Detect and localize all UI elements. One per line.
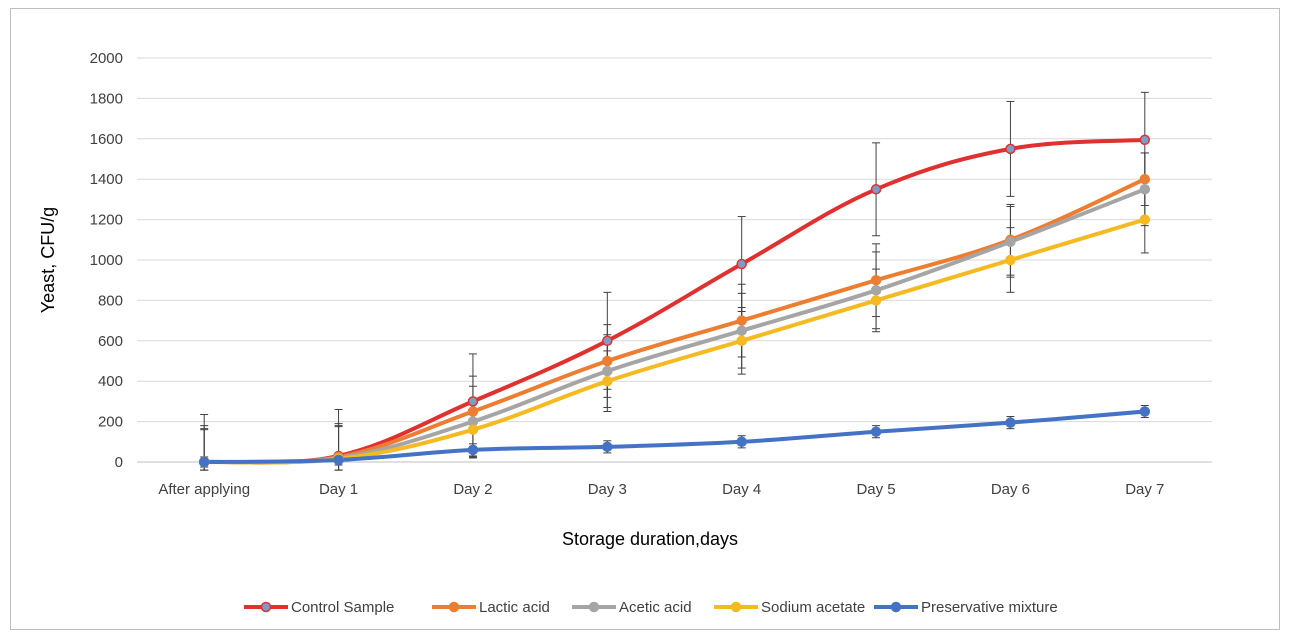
y-tick-label: 1000 — [90, 252, 123, 269]
data-point — [736, 258, 747, 270]
data-point — [870, 184, 882, 195]
data-point — [870, 274, 882, 286]
y-tick-label: 1400 — [90, 171, 123, 188]
data-point — [467, 444, 479, 456]
legend-marker — [448, 601, 460, 613]
data-point — [333, 454, 344, 466]
y-tick-label: 1200 — [90, 212, 123, 229]
data-point — [1139, 184, 1151, 195]
data-point — [602, 365, 613, 377]
data-point — [1005, 417, 1016, 428]
x-tick-label: Day 1 — [319, 481, 358, 498]
y-axis-title: Yeast, CFU/g — [38, 207, 58, 313]
x-tick-label: Day 7 — [1125, 481, 1164, 498]
data-point — [467, 406, 479, 417]
data-point — [1005, 236, 1016, 248]
x-tick-label: After applying — [158, 481, 250, 498]
gridlines — [137, 57, 1212, 463]
data-point — [1139, 214, 1151, 225]
data-point — [870, 285, 882, 296]
x-tick-label: Day 6 — [991, 481, 1030, 498]
data-point — [1139, 134, 1151, 146]
y-tick-label: 200 — [98, 414, 123, 431]
legend-item: Acetic acid — [572, 599, 692, 616]
data-point — [467, 396, 479, 407]
y-axis-ticks: 0 200 400 600 800 1000 1200 1400 1600 1800 2000 — [90, 50, 123, 471]
y-tick-label: 2000 — [90, 50, 123, 67]
legend-marker — [588, 601, 600, 613]
data-point — [467, 424, 479, 435]
data-point — [736, 335, 747, 347]
data-point — [736, 436, 747, 448]
series-line — [202, 409, 1147, 464]
y-tick-label: 1600 — [90, 131, 123, 148]
legend-marker — [730, 601, 742, 613]
data-point — [1139, 173, 1151, 185]
series-line — [202, 177, 1147, 465]
x-tick-label: Day 4 — [722, 481, 761, 498]
legend-label: Sodium acetate — [761, 599, 865, 616]
legend-marker — [260, 601, 272, 613]
legend-item: Lactic acid — [432, 599, 550, 616]
legend-label: Preservative mixture — [921, 599, 1058, 616]
y-tick-label: 800 — [98, 292, 123, 309]
legend-label: Lactic acid — [479, 599, 550, 616]
legend-label: Acetic acid — [619, 599, 692, 616]
y-tick-label: 400 — [98, 373, 123, 390]
series-line — [202, 217, 1147, 465]
data-point — [870, 426, 882, 437]
legend-item: Sodium acetate — [714, 599, 865, 616]
data-point — [602, 375, 613, 387]
data-point — [736, 315, 747, 326]
legend-item: Preservative mixture — [874, 599, 1058, 616]
y-tick-label: 0 — [115, 454, 123, 471]
data-point — [602, 355, 613, 367]
x-tick-label: Day 3 — [588, 481, 627, 498]
x-axis-title: Storage duration,days — [562, 529, 738, 549]
series-markers — [198, 134, 1151, 468]
legend-marker — [890, 601, 902, 613]
data-point — [1005, 254, 1016, 266]
data-point — [1139, 406, 1151, 417]
series-line — [202, 137, 1147, 465]
data-point — [1005, 143, 1016, 155]
legend: Control Sample Lactic acid Acetic acid Sodi… — [244, 599, 1058, 616]
y-tick-label: 1800 — [90, 90, 123, 107]
legend-item: Control Sample — [244, 599, 394, 616]
data-point — [602, 335, 613, 347]
data-point — [198, 456, 210, 468]
x-tick-label: Day 2 — [453, 481, 492, 498]
data-point — [870, 295, 882, 306]
data-point — [602, 441, 613, 453]
x-axis-ticks: After applying Day 1 Day 2 Day 3 Day 4 Day 5 D… — [158, 481, 1164, 498]
series-lines — [202, 137, 1147, 465]
y-tick-label: 600 — [98, 333, 123, 350]
legend-label: Control Sample — [291, 599, 394, 616]
data-point — [736, 325, 747, 336]
x-tick-label: Day 5 — [856, 481, 895, 498]
